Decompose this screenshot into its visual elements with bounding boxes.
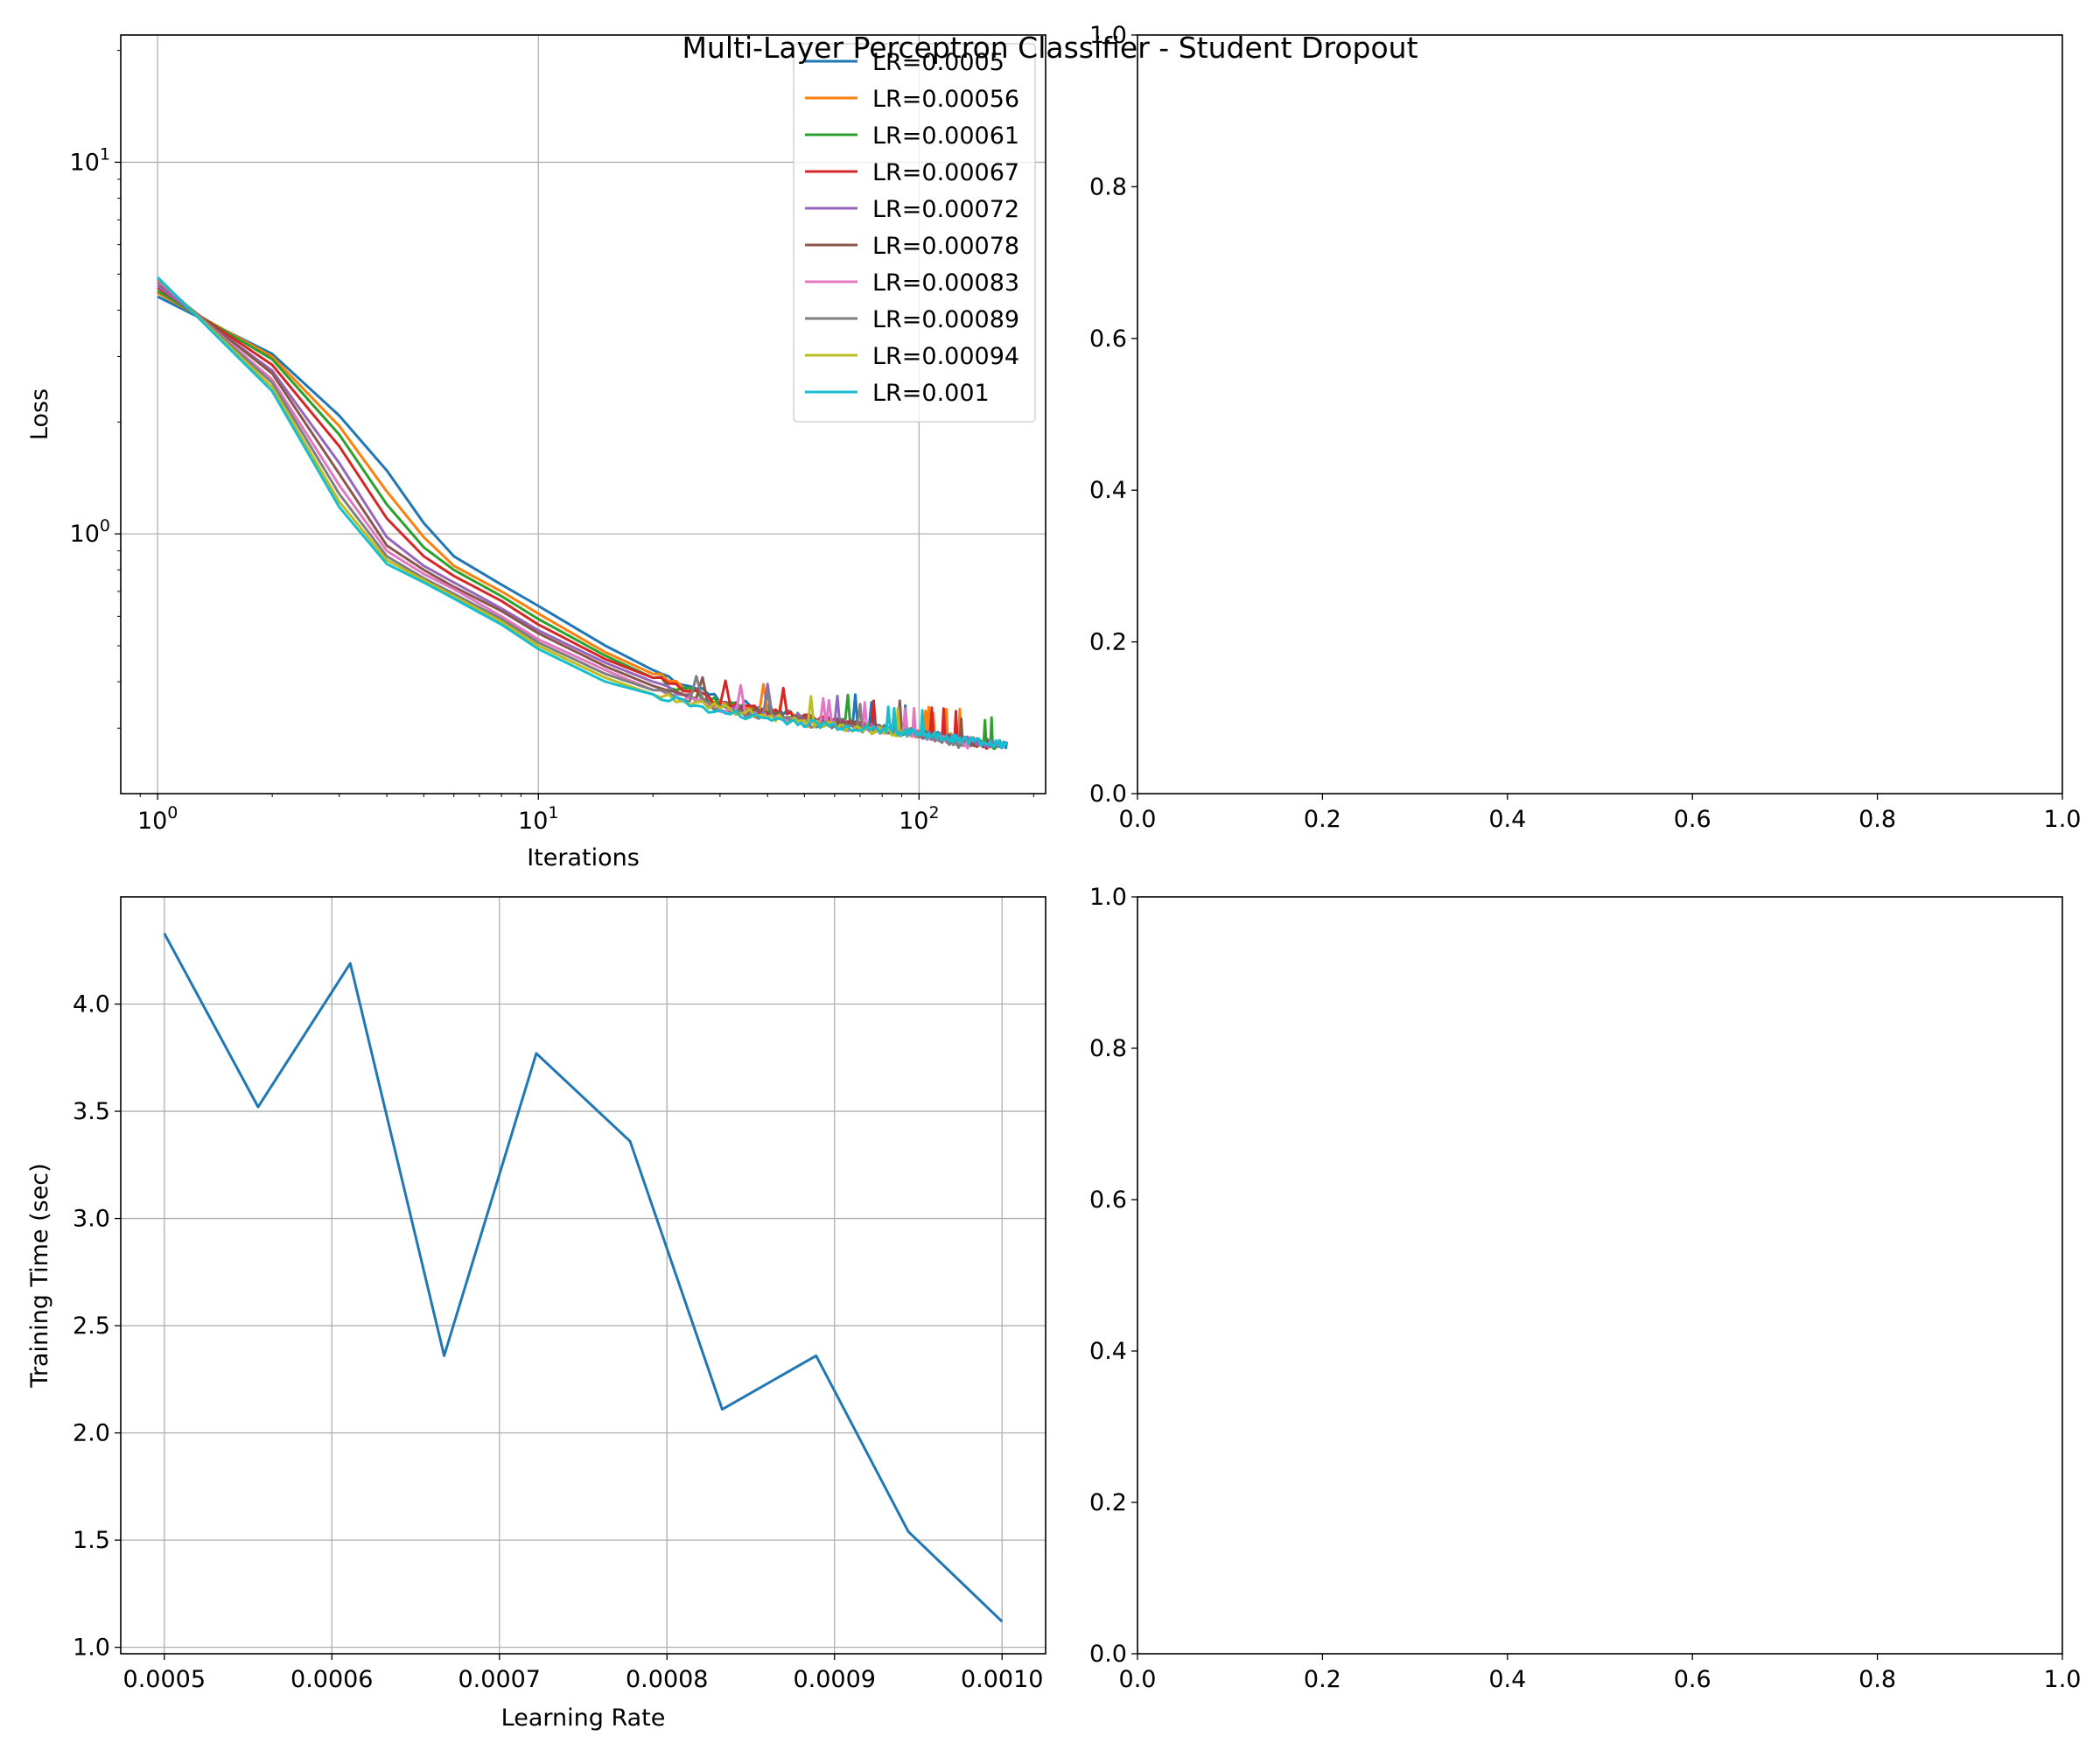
loss-line-10 xyxy=(157,276,1009,749)
legend-label: LR=0.00094 xyxy=(872,343,1019,370)
legend-label: LR=0.00061 xyxy=(872,122,1019,150)
panel-2-frame xyxy=(120,896,1046,1655)
y-tick-label: 0.8 xyxy=(1089,173,1127,200)
x-tick-label: 0.0 xyxy=(1119,806,1157,833)
empty-panel-top-right: 0.0 0.2 0.4 0.6 0.8 1.0 0.0 0.2 0.4 0.6 0.8 1.0 xyxy=(1089,22,2081,833)
x-tick-label: 0.0 xyxy=(1119,1666,1157,1693)
x-tick-label: 0.0008 xyxy=(626,1666,708,1693)
panel-1-frame xyxy=(1137,34,2063,794)
x-axis-label: Iterations xyxy=(527,844,640,872)
legend-label: LR=0.00072 xyxy=(872,196,1019,223)
loss-series-group xyxy=(157,276,1009,751)
x-tick-label: 101 xyxy=(518,803,558,835)
x-tick-label: 0.0006 xyxy=(290,1666,373,1693)
x-tick-label: 0.8 xyxy=(1858,1666,1896,1693)
y-axis-label: Training Time (sec) xyxy=(26,1163,53,1388)
y-tick-label: 1.5 xyxy=(73,1527,110,1554)
legend-label: LR=0.001 xyxy=(872,380,990,407)
y-tick-label: 4.0 xyxy=(73,991,110,1018)
x-tick-label: 102 xyxy=(899,803,939,835)
y-tick-label: 100 xyxy=(70,516,110,548)
y-tick-label: 2.0 xyxy=(73,1420,110,1447)
y-tick-label: 0.6 xyxy=(1089,1186,1127,1214)
legend-label: LR=0.0005 xyxy=(872,49,1004,76)
y-tick-label: 0.0 xyxy=(1089,1641,1127,1668)
loss-line-9 xyxy=(157,276,903,738)
x-tick-label: 0.0005 xyxy=(123,1666,206,1693)
y-tick-label: 0.2 xyxy=(1089,1489,1127,1516)
legend-box xyxy=(793,43,1036,423)
x-tick-label: 1.0 xyxy=(2044,1666,2082,1693)
y-tick-label: 1.0 xyxy=(1089,22,1127,49)
x-tick-label: 0.6 xyxy=(1674,806,1712,833)
y-tick-label: 0.6 xyxy=(1089,326,1127,353)
training-time-line xyxy=(163,932,1004,1623)
panel-3-frame xyxy=(1137,896,2063,1655)
y-tick-label: 0.4 xyxy=(1089,1338,1127,1365)
y-tick-label: 1.0 xyxy=(73,1634,110,1662)
x-tick-label: 0.0007 xyxy=(458,1666,541,1693)
x-tick-label: 0.6 xyxy=(1674,1666,1712,1693)
x-tick-label: 0.0010 xyxy=(961,1666,1043,1693)
y-tick-label: 2.5 xyxy=(73,1312,110,1340)
legend-label: LR=0.00078 xyxy=(872,233,1019,260)
y-tick-label: 1.0 xyxy=(1089,884,1127,911)
legend-label: LR=0.00067 xyxy=(872,159,1019,186)
x-axis-label: Learning Rate xyxy=(501,1704,666,1732)
x-tick-label: 0.0009 xyxy=(793,1666,875,1693)
x-tick-label: 100 xyxy=(137,803,178,835)
training-time-panel: 0.0005 0.0006 0.0007 0.0008 0.0009 0.0010 1.0 1… xyxy=(26,896,1046,1732)
y-tick-label: 3.5 xyxy=(73,1098,110,1125)
y-tick-label: 0.0 xyxy=(1089,780,1127,808)
legend-label: LR=0.00056 xyxy=(872,86,1019,113)
x-tick-label: 0.2 xyxy=(1304,1666,1341,1693)
y-axis-label: Loss xyxy=(26,388,53,440)
legend-label: LR=0.00083 xyxy=(872,270,1019,297)
y-tick-label: 0.2 xyxy=(1089,629,1127,656)
x-tick-label: 1.0 xyxy=(2044,806,2082,833)
x-tick-label: 0.8 xyxy=(1858,806,1896,833)
empty-panel-bottom-right: 0.0 0.2 0.4 0.6 0.8 1.0 0.0 0.2 0.4 0.6 0.8 1.0 xyxy=(1089,884,2081,1693)
legend-label: LR=0.00089 xyxy=(872,306,1019,333)
y-tick-label: 0.8 xyxy=(1089,1035,1127,1062)
y-tick-label: 101 xyxy=(70,144,110,176)
y-tick-label: 3.0 xyxy=(73,1206,110,1233)
legend: LR=0.0005 LR=0.00056 LR=0.00061 LR=0.00067 L… xyxy=(793,43,1036,423)
loss-curve-panel: 100 101 102100101LR=0.0005LR=0.00056LR=0.0… xyxy=(26,34,1046,872)
figure-title: Multi-Layer Perceptron Classifier - Stud… xyxy=(682,31,1418,65)
x-tick-label: 0.4 xyxy=(1488,806,1526,833)
x-tick-label: 0.4 xyxy=(1488,1666,1526,1693)
loss-panel-frame xyxy=(120,34,1046,794)
y-tick-label: 0.4 xyxy=(1089,477,1127,504)
x-tick-label: 0.2 xyxy=(1304,806,1341,833)
